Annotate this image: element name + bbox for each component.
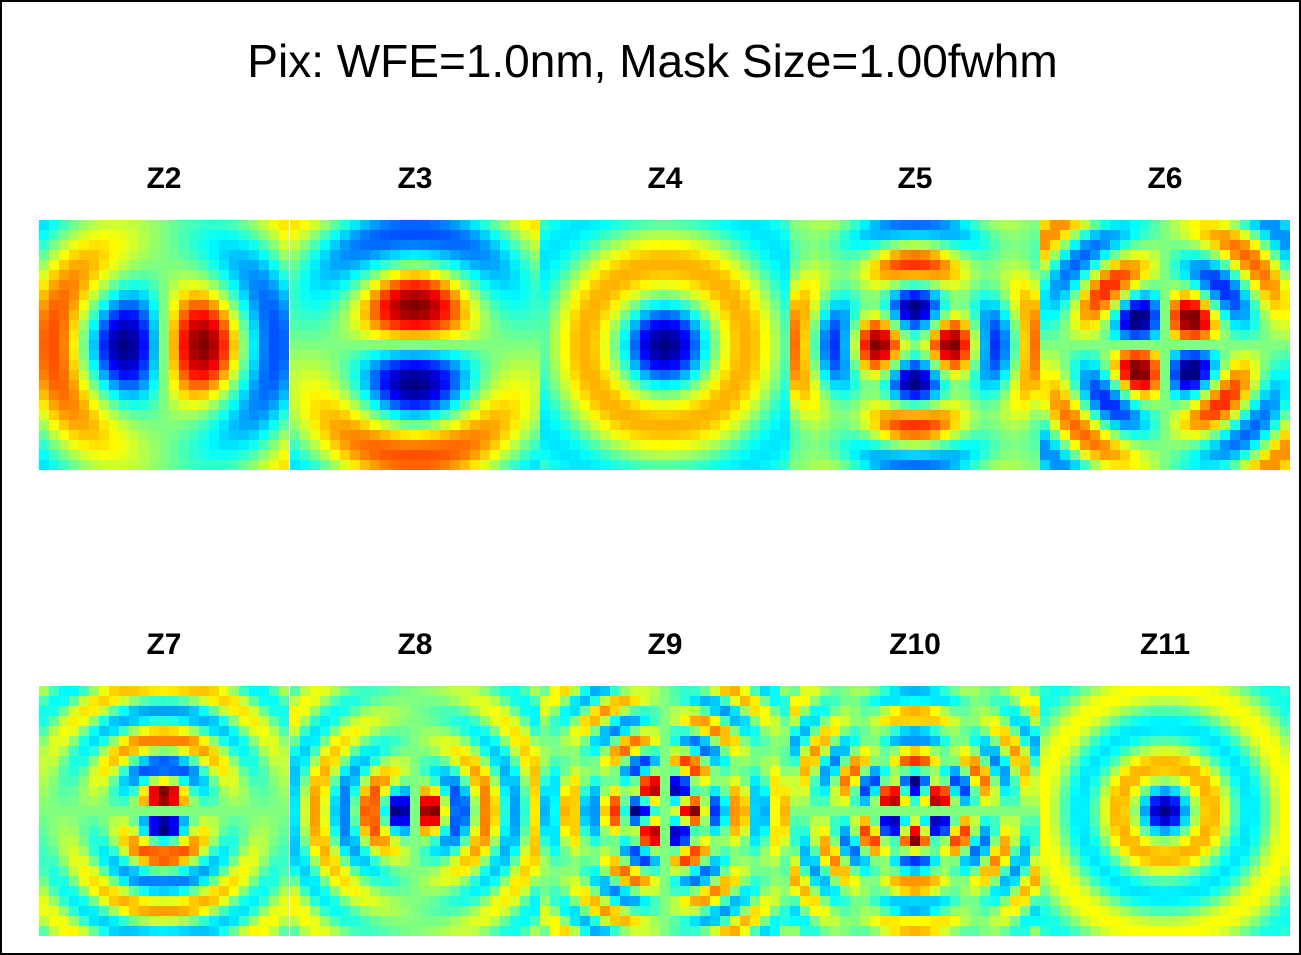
page-title: Pix: WFE=1.0nm, Mask Size=1.00fwhm — [247, 35, 1058, 87]
heatmap-panel-z4 — [540, 220, 790, 470]
panel-label-z2: Z2 — [146, 162, 182, 195]
heatmap-panel-z10 — [790, 686, 1040, 936]
panel-label-z5: Z5 — [897, 162, 933, 195]
panel-label-z6: Z6 — [1147, 162, 1183, 195]
panel-label-z8: Z8 — [397, 628, 433, 661]
panel-label-z10: Z10 — [889, 628, 941, 661]
heatmap-panel-z3 — [290, 220, 540, 470]
panel-label-z4: Z4 — [647, 162, 683, 195]
heatmap-panel-z2 — [39, 220, 289, 470]
panel-label-z7: Z7 — [146, 628, 182, 661]
panel-label-z3: Z3 — [397, 162, 433, 195]
heatmap-panel-z5 — [790, 220, 1040, 470]
heatmap-panel-z11 — [1040, 686, 1290, 936]
heatmap-panel-z6 — [1040, 220, 1290, 470]
panel-label-z9: Z9 — [647, 628, 683, 661]
heatmap-panel-z7 — [39, 686, 289, 936]
panel-label-z11: Z11 — [1139, 628, 1191, 661]
heatmap-panel-z9 — [540, 686, 790, 936]
heatmap-panel-z8 — [290, 686, 540, 936]
